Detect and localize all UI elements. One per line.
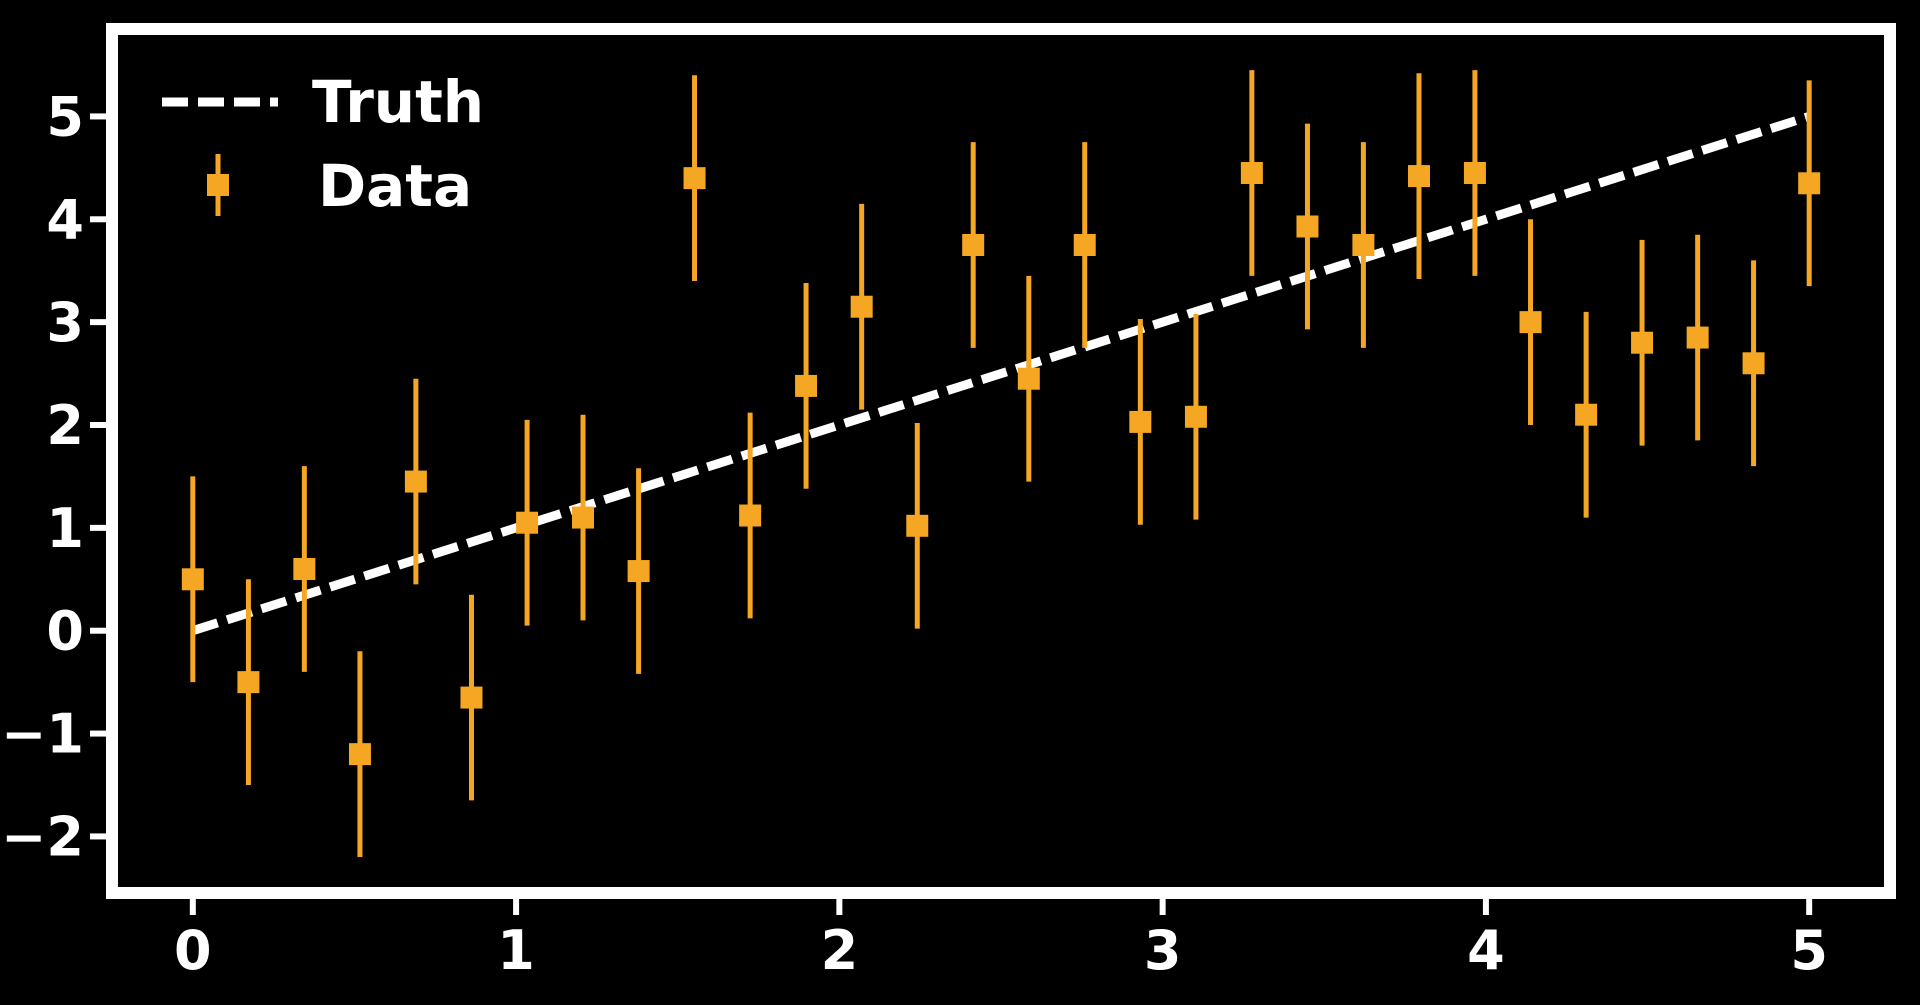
data-point bbox=[1742, 352, 1765, 375]
data-point bbox=[1240, 162, 1263, 184]
data-point bbox=[1129, 410, 1152, 433]
data-point bbox=[181, 568, 204, 591]
y-tick-label: −2 bbox=[1, 805, 84, 868]
data-point bbox=[404, 470, 427, 493]
data-point bbox=[739, 504, 762, 527]
data-point bbox=[1407, 165, 1430, 188]
data-point bbox=[460, 686, 483, 709]
y-tick-label: −1 bbox=[1, 703, 84, 766]
y-tick-label: 0 bbox=[46, 600, 84, 663]
y-tick-label: 3 bbox=[46, 291, 84, 354]
data-point bbox=[850, 295, 873, 318]
truth-line bbox=[191, 112, 1811, 636]
x-tick-label: 3 bbox=[1144, 919, 1182, 982]
data-point bbox=[1073, 234, 1096, 256]
data-point bbox=[1686, 326, 1709, 349]
y-tick-label: 1 bbox=[46, 497, 84, 560]
y-axis-ticks: −2 −1 0 1 2 3 4 5 bbox=[1, 85, 106, 868]
data-point bbox=[237, 671, 260, 694]
data-point bbox=[1463, 162, 1486, 184]
x-tick-label: 2 bbox=[821, 919, 859, 982]
x-axis-ticks: 0 1 2 3 4 5 bbox=[174, 899, 1828, 982]
data-point bbox=[1575, 403, 1598, 426]
legend-data-label: Data bbox=[318, 152, 472, 220]
data-point bbox=[516, 511, 539, 534]
data-point bbox=[572, 506, 595, 529]
y-tick-label: 4 bbox=[46, 188, 84, 251]
data-point bbox=[1519, 311, 1542, 334]
plot-frame bbox=[106, 23, 1896, 899]
y-tick-label: 5 bbox=[46, 85, 84, 148]
x-tick-label: 0 bbox=[174, 919, 212, 982]
data-point bbox=[627, 560, 650, 583]
legend: Truth Data bbox=[162, 68, 484, 220]
data-point bbox=[1017, 367, 1040, 390]
data-point bbox=[293, 558, 316, 580]
data-point bbox=[1631, 331, 1654, 354]
data-point bbox=[1184, 405, 1207, 428]
data-point bbox=[683, 167, 706, 190]
data-point bbox=[1296, 215, 1319, 238]
data-point bbox=[795, 374, 818, 397]
legend-truth-label: Truth bbox=[312, 68, 484, 136]
x-tick-label: 4 bbox=[1467, 919, 1505, 982]
x-tick-label: 5 bbox=[1790, 919, 1828, 982]
data-point bbox=[1352, 234, 1375, 256]
y-tick-label: 2 bbox=[46, 394, 84, 457]
data-point bbox=[906, 514, 929, 537]
series-layer bbox=[181, 70, 1821, 857]
data-point bbox=[1798, 172, 1821, 195]
x-tick-label: 1 bbox=[497, 919, 535, 982]
legend-data-marker bbox=[207, 174, 229, 196]
data-point bbox=[962, 234, 985, 256]
data-point bbox=[348, 743, 371, 766]
